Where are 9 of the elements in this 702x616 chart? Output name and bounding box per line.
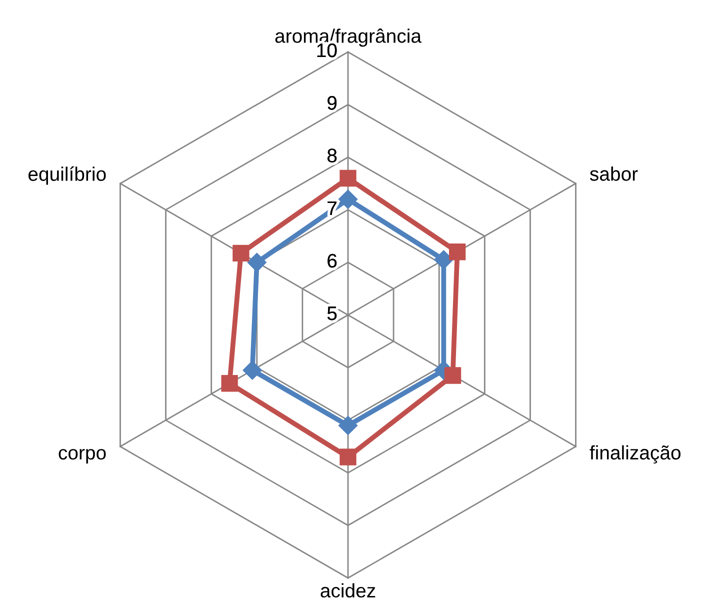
y-tick-label: 5 [327, 306, 337, 320]
spoke-label: sabor [590, 166, 638, 181]
spoke-label: equilíbrio [28, 166, 106, 185]
spoke-label: corpo [58, 448, 106, 464]
spoke-label: finalização [590, 445, 680, 464]
y-tick-label: 9 [328, 96, 337, 110]
spoke-label: acidez [320, 583, 376, 598]
y-tick-label: 8 [328, 148, 337, 162]
y-tick-label: 6 [328, 254, 337, 268]
